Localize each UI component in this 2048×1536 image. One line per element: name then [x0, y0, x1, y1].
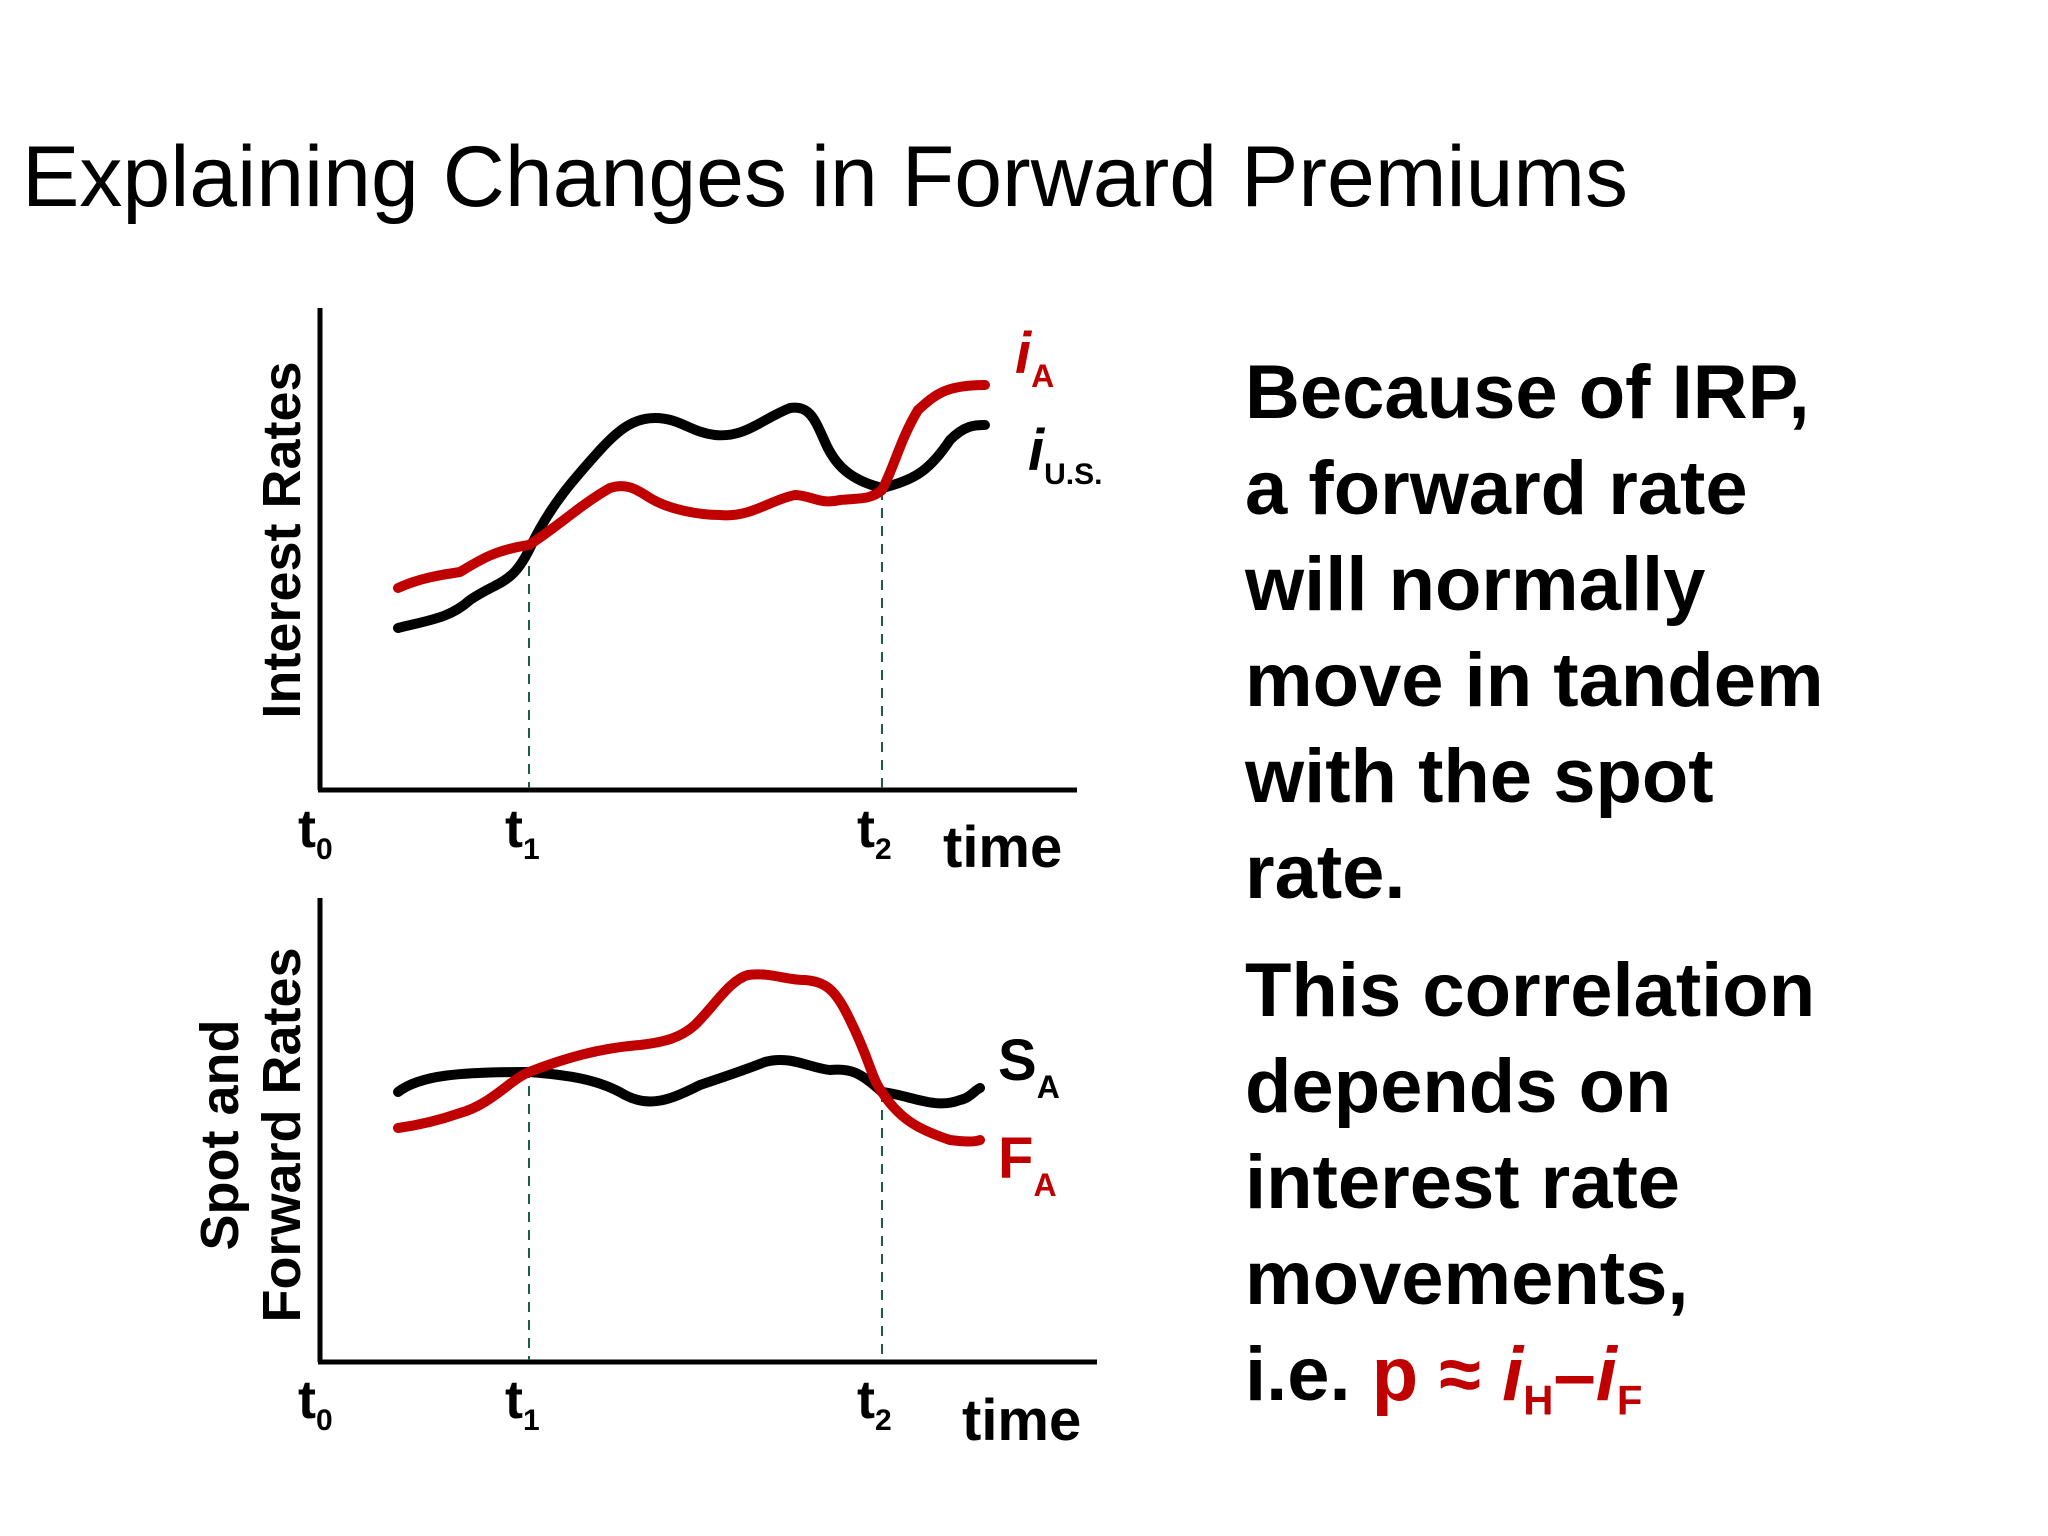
bottom-tick-t0: t0 [298, 1370, 333, 1437]
top-tick-t1: t1 [505, 799, 540, 866]
formula-p: p [1371, 1332, 1419, 1417]
bottom-series-sa-label: SA [998, 1028, 1060, 1105]
top-series-ius-label: iU.S. [1028, 418, 1102, 491]
top-series-ia-label: iA [1015, 321, 1054, 394]
bottom-xlabel: time [962, 1388, 1081, 1453]
bottom-ylabel: Spot andForward Rates [190, 947, 312, 1322]
top-series-ius-line [393, 402, 990, 633]
explanation-paragraph-1: Because of IRP, a forward rate will norm… [1245, 350, 1824, 915]
top-tick-t2: t2 [857, 799, 892, 866]
bottom-series-fa-label: FA [998, 1126, 1057, 1203]
top-ylabel: Interest Rates [252, 361, 312, 718]
top-chart: Interest Rates t0 t1 t2 time iA iU.S. [252, 308, 1102, 880]
explanation-paragraph-2: This correlation depends on interest rat… [1245, 948, 1816, 1424]
bottom-tick-t2: t2 [857, 1370, 892, 1437]
bottom-tick-t1: t1 [505, 1370, 540, 1437]
top-xlabel: time [943, 815, 1062, 880]
explanation-text: Because of IRP, a forward rate will norm… [1245, 345, 2005, 1423]
top-tick-t0: t0 [298, 799, 333, 866]
top-series-ia-line [393, 380, 990, 593]
formula: i.e. p ≈ iH–iF [1245, 1332, 1643, 1424]
bottom-series-fa-line [393, 969, 985, 1147]
bottom-chart: Spot andForward Rates t0 t1 t2 time SA F… [190, 898, 1097, 1453]
slide-title: Explaining Changes in Forward Premiums [22, 129, 1629, 225]
